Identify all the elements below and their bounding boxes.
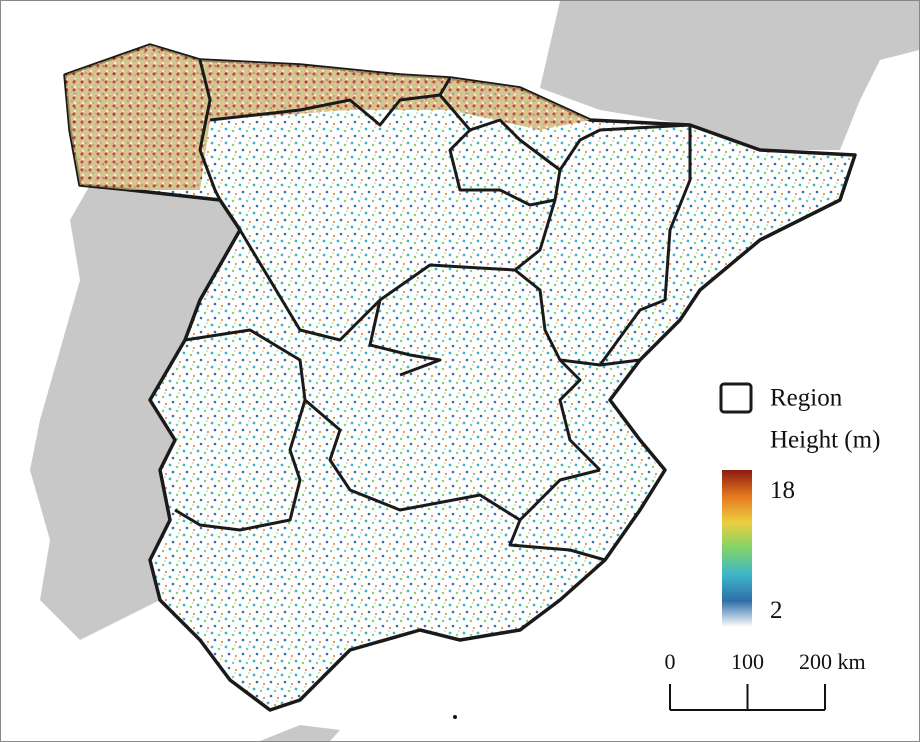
colorbar: [722, 470, 752, 627]
region-label: Region: [770, 385, 843, 412]
colorbar-tick-label: 2: [770, 597, 783, 624]
scale-tick-label: 200 km: [799, 649, 866, 674]
island: [453, 715, 457, 719]
colorbar-tick-label: 18: [770, 477, 795, 504]
scale-tick-label: 100: [731, 649, 764, 674]
region-swatch: [719, 382, 753, 414]
portugal: [30, 185, 240, 640]
colorbar-title: Height (m): [770, 427, 880, 454]
scale-tick-label: 0: [665, 649, 676, 674]
france: [540, 1, 919, 150]
region-borders: [174, 59, 692, 562]
africa: [260, 725, 340, 741]
spain: [63, 43, 857, 712]
north-coast: [65, 45, 590, 190]
